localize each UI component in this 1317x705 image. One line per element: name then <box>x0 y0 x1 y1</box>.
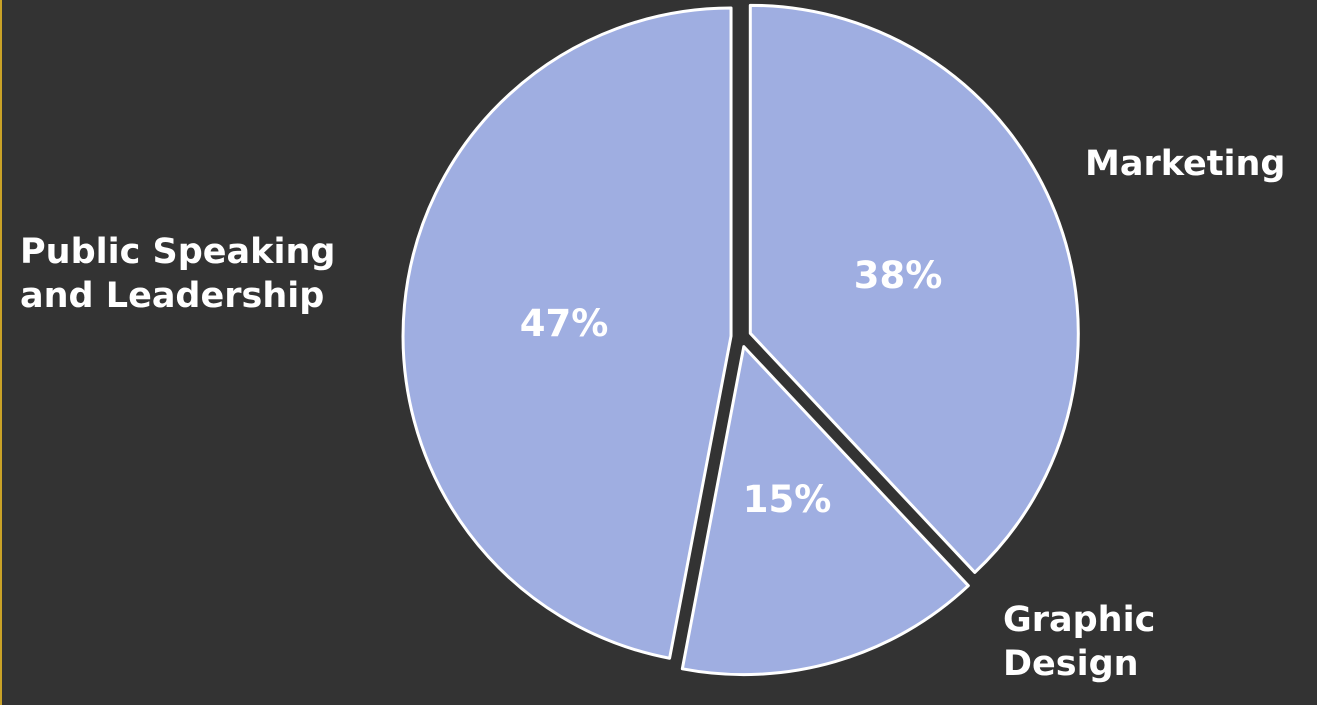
category-label-public-speaking-and-leadership: Public Speaking and Leadership <box>20 232 336 316</box>
data-label-graphic-design: 15% <box>742 478 832 521</box>
pie-slice-marketing <box>748 3 1080 574</box>
data-label-marketing: 38% <box>853 254 943 297</box>
category-label-marketing: Marketing <box>1085 144 1286 184</box>
left-border <box>0 0 2 705</box>
pie-slice-graphic-design <box>680 345 970 677</box>
pie-slice-public-speaking-and-leadership <box>401 6 733 660</box>
category-label-graphic-design: Graphic Design <box>1003 600 1156 684</box>
data-label-public-speaking-and-leadership: 47% <box>519 302 609 345</box>
